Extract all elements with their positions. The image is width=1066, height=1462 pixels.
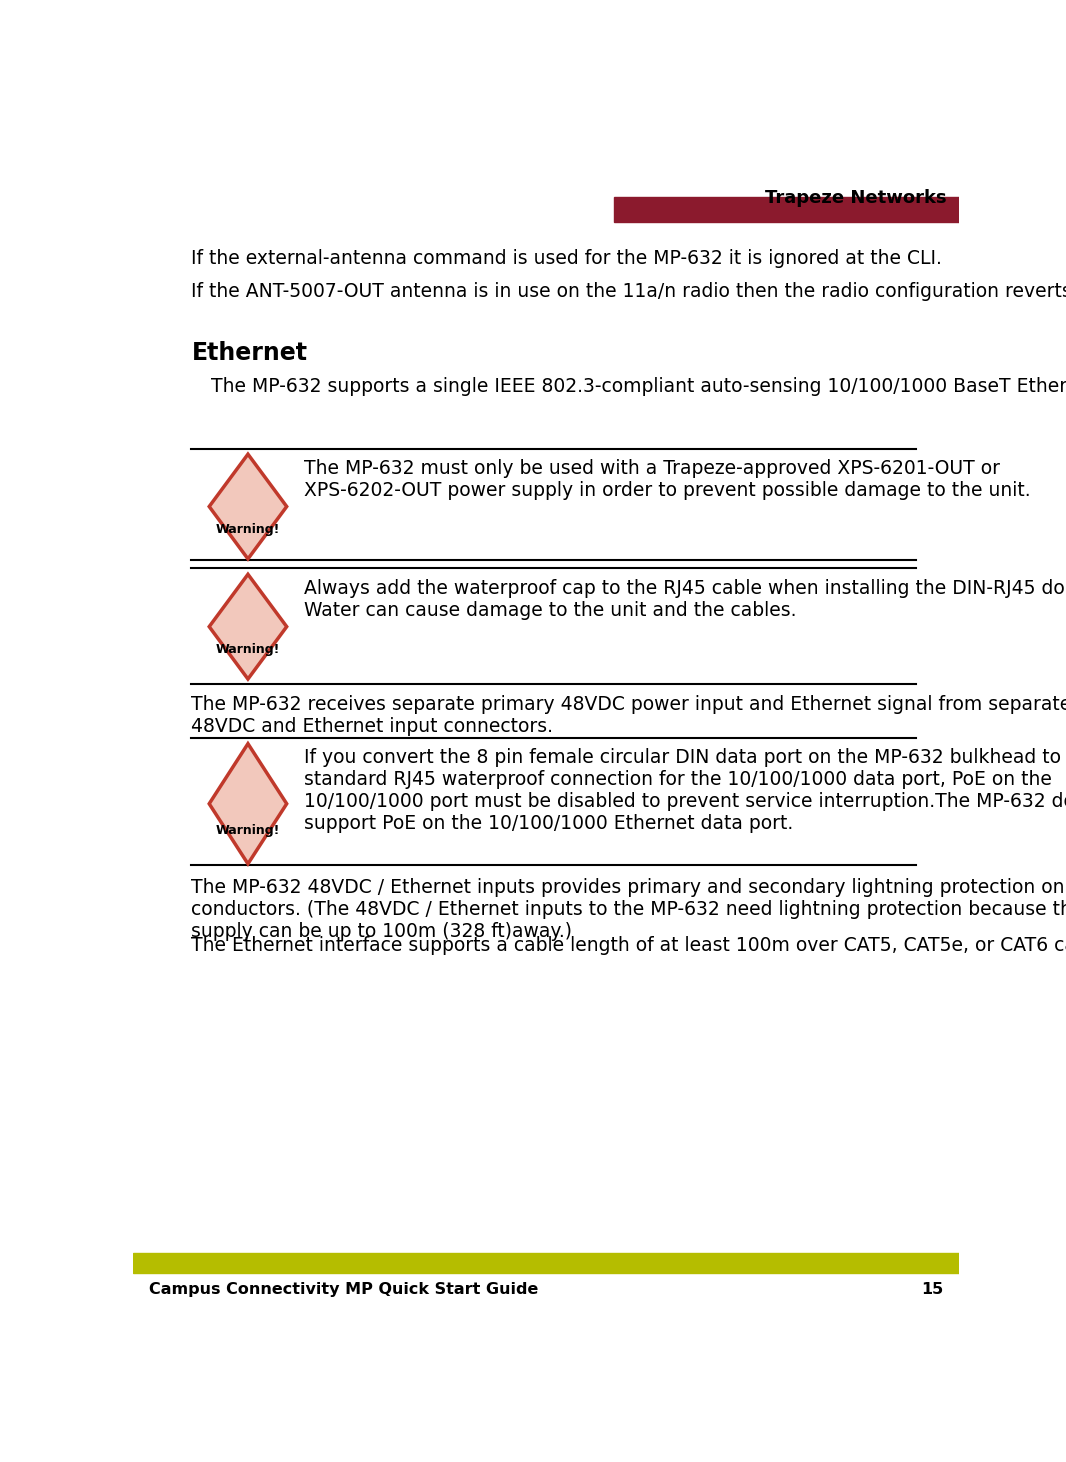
Text: The MP-632 receives separate primary 48VDC power input and Ethernet signal from : The MP-632 receives separate primary 48V… <box>192 696 1066 737</box>
Text: The Ethernet interface supports a cable length of at least 100m over CAT5, CAT5e: The Ethernet interface supports a cable … <box>192 936 1066 955</box>
Text: Ethernet: Ethernet <box>192 341 307 366</box>
Polygon shape <box>209 744 287 864</box>
Text: Trapeze Networks: Trapeze Networks <box>765 189 947 208</box>
Bar <box>614 197 959 222</box>
Text: Warning!: Warning! <box>215 643 280 656</box>
Text: If you convert the 8 pin female circular DIN data port on the MP-632 bulkhead to: If you convert the 8 pin female circular… <box>304 749 1066 833</box>
Text: Warning!: Warning! <box>215 823 280 836</box>
Text: If the ANT-5007-OUT antenna is in use on the 11a/n radio then the radio configur: If the ANT-5007-OUT antenna is in use on… <box>192 282 1066 301</box>
Text: The MP-632 supports a single IEEE 802.3-compliant auto-sensing 10/100/1000 BaseT: The MP-632 supports a single IEEE 802.3-… <box>211 377 1066 396</box>
Text: 15: 15 <box>922 1282 943 1297</box>
Text: Always add the waterproof cap to the RJ45 cable when installing the DIN-RJ45 don: Always add the waterproof cap to the RJ4… <box>304 579 1066 620</box>
Polygon shape <box>209 455 287 558</box>
Text: Campus Connectivity MP Quick Start Guide: Campus Connectivity MP Quick Start Guide <box>149 1282 538 1297</box>
Text: Warning!: Warning! <box>215 523 280 537</box>
Text: The MP-632 48VDC / Ethernet inputs provides primary and secondary lightning prot: The MP-632 48VDC / Ethernet inputs provi… <box>192 877 1066 940</box>
Bar <box>133 1253 959 1273</box>
Text: If the external-antenna command is used for the MP-632 it is ignored at the CLI.: If the external-antenna command is used … <box>192 249 942 268</box>
Text: The MP-632 must only be used with a Trapeze-approved XPS-6201-OUT or
XPS-6202-OU: The MP-632 must only be used with a Trap… <box>304 459 1031 500</box>
Polygon shape <box>209 575 287 678</box>
